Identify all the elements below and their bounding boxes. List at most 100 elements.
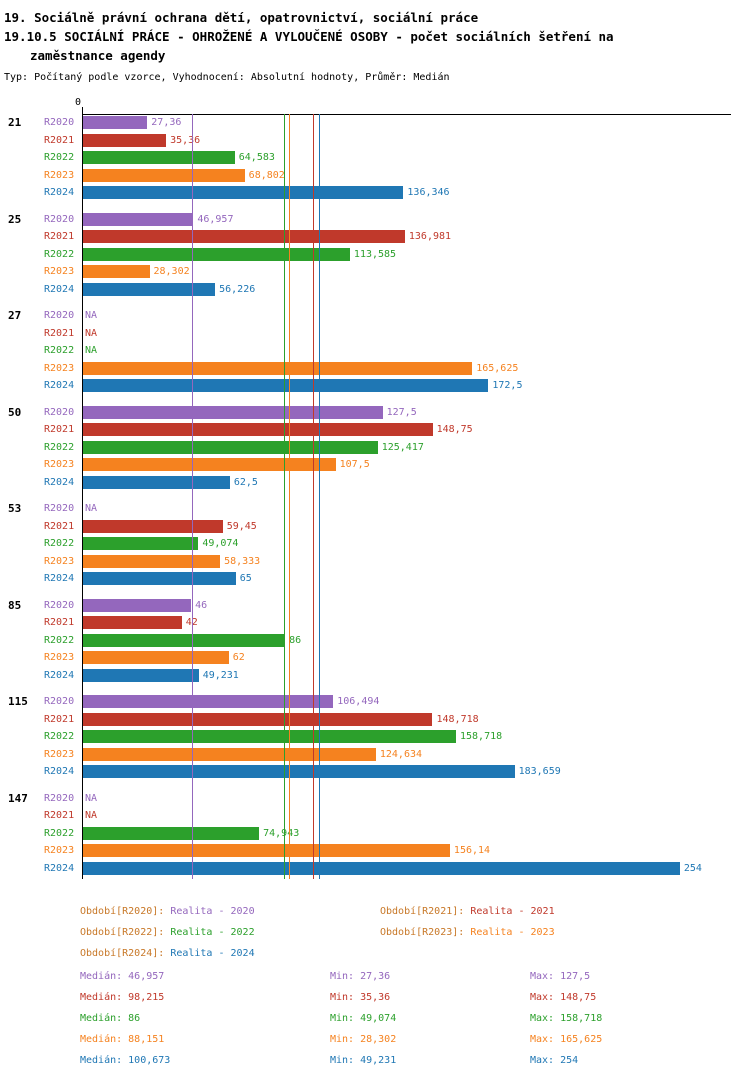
row-label-R2023: R2023 [44,845,75,856]
bar-value-label: 42 [186,616,198,629]
row-label-R2023: R2023 [44,555,75,567]
stats-max-R2021: Max: 148,75 [530,992,597,1003]
row-label-R2020: R2020 [44,599,75,611]
bar-value-label: 124,634 [379,748,423,760]
chart-header: 19. Sociálně právní ochrana dětí, opatro… [0,0,750,85]
bar-value-label: 136,981 [408,231,452,242]
row-label-R2022: R2022 [44,441,75,453]
bar-R2021 [83,712,433,726]
bar-value-label: 127,5 [386,406,417,418]
bar-value-label: 62 [232,652,245,663]
row-label-R2022: R2022 [44,248,75,260]
bar-value-label: 125,417 [381,441,424,453]
stats-max-R2024: Max: 254 [530,1055,579,1066]
legend-item-label: Období[R2020]: [80,906,171,917]
bar-value-label: 49,074 [202,538,239,549]
axis-zero-label: 0 [75,97,82,108]
row-label-R2022: R2022 [44,827,75,839]
bar-value-label: 56,226 [219,283,256,295]
bar-na-label: NA [85,310,98,321]
median-line-R2020 [192,114,194,879]
bar-na-label: NA [85,810,98,821]
row-label-R2024: R2024 [44,476,75,488]
bar-R2023 [83,458,336,471]
group-label: 115 [8,695,28,708]
bar-R2021 [83,423,433,436]
group-label: 85 [8,598,22,612]
stats-row-R2021: Medián: 98,215 Min: 35,36 Max: 148,75 [80,987,750,1008]
row-label-R2023: R2023 [44,266,75,277]
chart-legend: Období[R2020]: Realita - 2020 Období[R202… [0,901,750,964]
stats-median-R2024: Medián: 100,673 [80,1055,171,1066]
bar-R2020 [83,695,334,708]
bar-R2024 [83,186,404,199]
row-label-R2021: R2021 [44,520,75,532]
bar-R2022 [83,440,378,454]
row-label-R2021: R2021 [44,327,75,339]
legend-item-label: Období[R2023]: [380,927,471,938]
bar-value-label: 68,802 [248,169,285,181]
bar-R2024 [83,572,236,585]
bar-value-label: 107,5 [339,459,370,470]
bar-value-label: 165,625 [476,362,519,374]
bar-value-label: 64,583 [238,152,275,163]
row-label-R2023: R2023 [44,748,75,760]
row-label-R2022: R2022 [44,634,75,646]
row-label-R2020: R2020 [44,696,75,707]
bar-R2022 [83,633,286,647]
bar-value-label: 27,36 [151,117,182,128]
legend-item-value: Realita - 2023 [470,927,555,938]
y-axis-line [82,114,83,879]
row-label-R2021: R2021 [44,713,75,725]
bar-R2024 [83,668,199,682]
bar-R2021 [83,133,167,147]
stats-min-R2023: Min: 28,302 [330,1034,397,1045]
bar-value-label: 59,45 [226,520,257,532]
bar-value-label: 148,718 [436,713,479,725]
bar-value-label: 172,5 [492,380,523,391]
bar-R2023 [83,651,229,664]
bar-R2023 [83,554,221,568]
legend-item-R2021: Období[R2021]: Realita - 2021 [380,901,750,922]
chart-title-line2: 19.10.5 SOCIÁLNÍ PRÁCE - OHROŽENÉ A VYLO… [4,29,614,44]
row-label-R2020: R2020 [44,503,75,514]
bar-value-label: 49,231 [202,669,239,681]
bar-R2020 [83,212,194,226]
stats-median-R2021: Medián: 98,215 [80,992,165,1003]
bar-value-label: 62,5 [233,476,258,488]
legend-item-value: Realita - 2020 [170,906,255,917]
bar-R2024 [83,475,230,489]
bar-R2020 [83,116,148,129]
bar-value-label: 156,14 [453,845,491,856]
bar-R2023 [83,747,376,761]
legend-item-R2022: Období[R2022]: Realita - 2022 [80,922,380,943]
bar-value-label: 28,302 [153,266,190,277]
legend-item-R2024: Období[R2024]: Realita - 2024 [80,943,380,964]
bar-value-label: 158,718 [459,731,503,742]
stats-max-R2023: Max: 165,625 [530,1034,603,1045]
row-label-R2020: R2020 [44,792,75,804]
row-label-R2022: R2022 [44,538,75,549]
row-label-R2024: R2024 [44,187,75,198]
stats-min-R2021: Min: 35,36 [330,992,391,1003]
row-label-R2020: R2020 [44,406,75,418]
row-label-R2020: R2020 [44,117,75,128]
row-label-R2022: R2022 [44,345,75,356]
bar-value-label: 46,957 [197,213,234,225]
stats-max-R2020: Max: 127,5 [530,971,591,982]
median-line-R2021 [312,114,314,879]
row-label-R2022: R2022 [44,731,75,742]
bar-value-label: 86 [289,634,302,646]
stats-median-R2023: Medián: 88,151 [80,1034,165,1045]
bar-R2021 [83,616,182,629]
stats-median-R2022: Medián: 86 [80,1013,141,1024]
bar-R2022 [83,730,456,743]
bar-na-label: NA [85,345,98,356]
legend-item-R2023: Období[R2023]: Realita - 2023 [380,922,750,943]
bar-value-label: 74,943 [263,827,300,839]
group-label: 53 [8,502,22,515]
legend-item-value: Realita - 2024 [170,948,255,959]
bar-value-label: 254 [683,862,702,874]
stats-row-R2024: Medián: 100,673 Min: 49,231 Max: 254 [80,1050,750,1071]
